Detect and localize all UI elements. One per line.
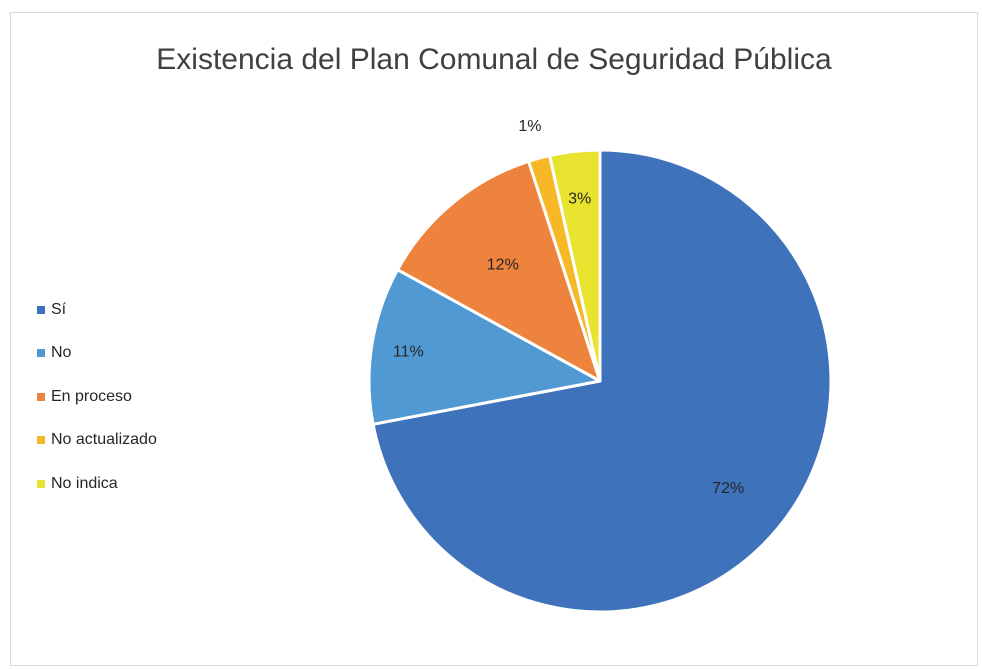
legend-item-no-actualizado: No actualizado: [37, 419, 157, 463]
pie-slice-1: [367, 268, 602, 426]
pie-slice-2: [396, 159, 602, 383]
legend-item-no-indica: No indica: [37, 462, 157, 506]
legend-label-si: Sí: [51, 300, 67, 318]
legend-label-en-proceso: En proceso: [51, 387, 132, 405]
legend-swatch-no-indica: [37, 479, 45, 488]
legend-swatch-no: [37, 349, 45, 358]
legend-item-no: No: [37, 332, 157, 376]
legend-swatch-en-proceso: [37, 392, 45, 401]
pie-slice-4: [548, 148, 602, 383]
pie-chart: 72% 11% 12% 1% 3%: [367, 118, 833, 614]
legend-label-no: No: [51, 344, 72, 362]
data-label-2: 12%: [487, 257, 519, 274]
legend-swatch-no-actualizado: [37, 436, 45, 445]
data-label-1: 11%: [393, 344, 424, 361]
pie-slice-0: [371, 148, 833, 614]
chart-frame: Existencia del Plan Comunal de Seguridad…: [10, 12, 978, 666]
chart-title: Existencia del Plan Comunal de Seguridad…: [156, 43, 832, 76]
data-label-4: 3%: [568, 190, 591, 207]
legend: Sí No En proceso No actualizado No indic…: [37, 288, 157, 506]
data-label-3: 1%: [518, 118, 541, 135]
legend-item-si: Sí: [37, 288, 157, 332]
data-label-0: 72%: [712, 480, 744, 497]
legend-label-no-actualizado: No actualizado: [51, 431, 157, 449]
legend-label-no-indica: No indica: [51, 474, 118, 492]
legend-swatch-si: [37, 305, 45, 314]
legend-item-en-proceso: En proceso: [37, 375, 157, 419]
